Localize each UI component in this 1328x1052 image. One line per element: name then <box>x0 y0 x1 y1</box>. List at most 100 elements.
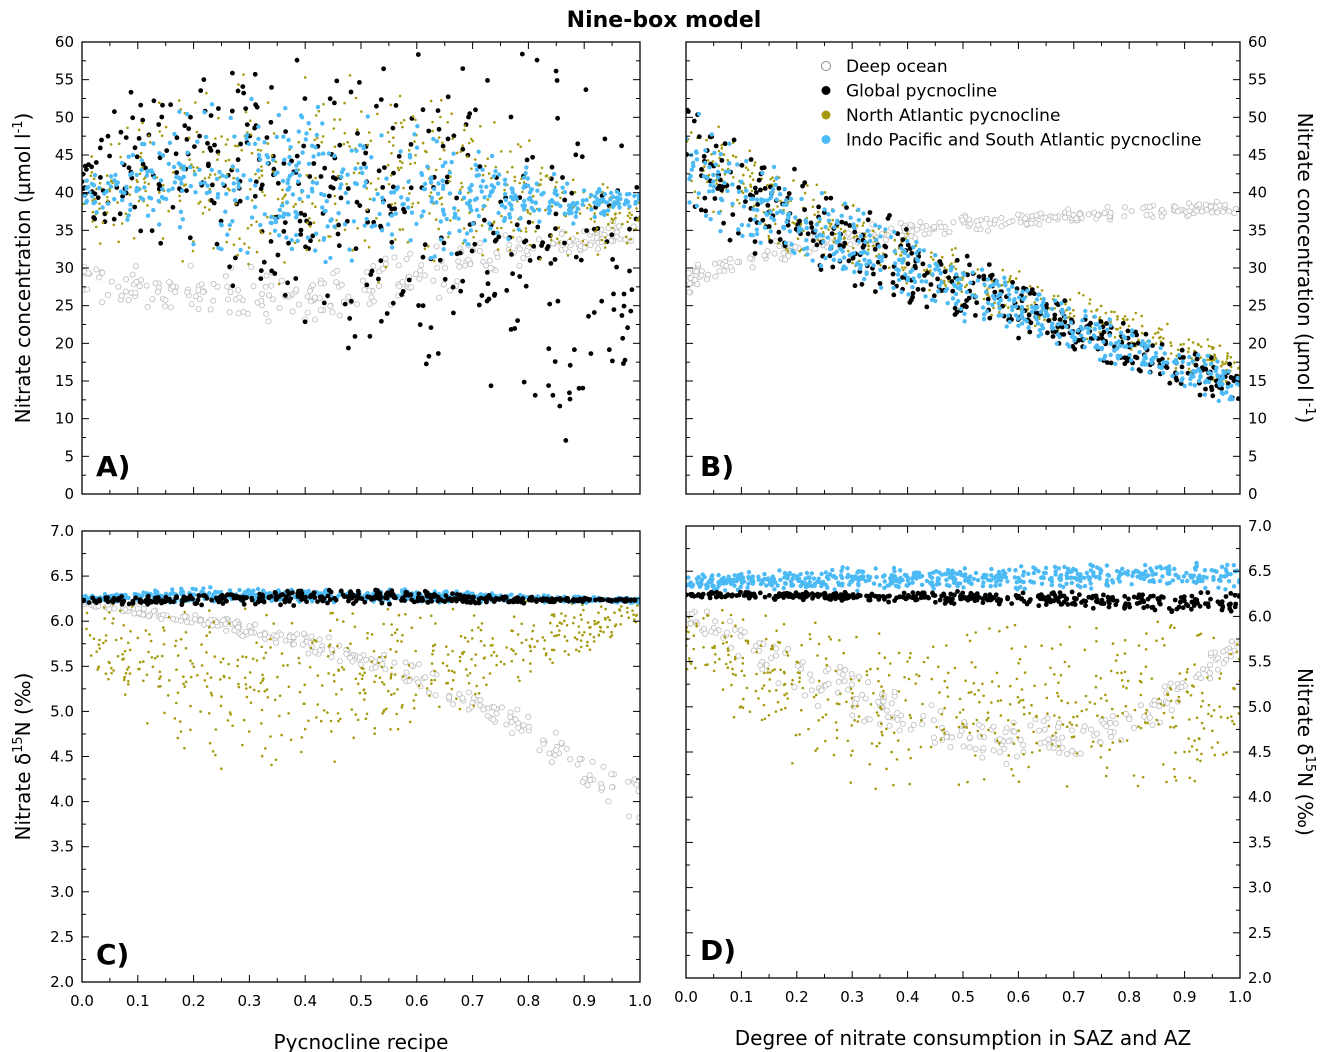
data-point-deep <box>487 264 494 271</box>
data-point-na <box>492 650 496 654</box>
data-point-ip <box>900 260 905 265</box>
data-point-na <box>241 655 244 658</box>
data-point-global <box>460 278 466 284</box>
data-point-na <box>1007 306 1010 309</box>
data-point-ip <box>163 591 169 596</box>
data-point-ip <box>868 238 873 244</box>
data-point-ip <box>551 172 557 177</box>
data-point-na <box>117 142 121 146</box>
data-point-ip <box>246 141 251 147</box>
data-point-global <box>192 144 197 150</box>
data-point-na <box>194 101 197 104</box>
data-point-global <box>530 154 535 160</box>
data-point-global <box>904 227 909 232</box>
data-point-ip <box>484 184 489 189</box>
data-point-na <box>539 172 542 175</box>
data-point-na <box>754 214 758 218</box>
data-point-na <box>560 612 563 615</box>
data-point-ip <box>1107 333 1113 338</box>
data-point-global <box>111 216 117 222</box>
data-point-na <box>195 130 199 134</box>
data-point-ip <box>1146 344 1151 349</box>
data-point-na <box>1064 302 1067 306</box>
data-point-ip <box>215 191 221 197</box>
data-point-deep <box>306 287 313 294</box>
data-point-ip <box>910 284 915 290</box>
data-point-global <box>512 326 518 331</box>
data-point-na <box>137 199 141 203</box>
data-point-deep <box>711 260 718 267</box>
data-point-global <box>117 211 123 217</box>
data-point-ip <box>1160 370 1166 376</box>
data-point-deep <box>222 621 229 628</box>
data-point-global <box>1164 365 1170 371</box>
data-point-ip <box>981 312 987 317</box>
data-point-deep <box>847 241 854 248</box>
data-point-ip <box>353 166 358 171</box>
data-point-global <box>519 51 525 57</box>
data-point-na <box>544 175 548 178</box>
data-point-ip <box>336 211 341 216</box>
data-point-na <box>254 172 257 176</box>
data-point-deep <box>434 264 441 271</box>
data-point-deep <box>576 756 583 763</box>
data-point-deep <box>445 694 452 701</box>
data-point-ip <box>575 206 580 211</box>
data-point-ip <box>1219 390 1224 395</box>
data-point-na <box>311 202 314 205</box>
data-point-ip <box>474 173 479 178</box>
data-point-deep <box>258 290 265 297</box>
data-point-ip <box>126 154 131 159</box>
data-point-deep <box>366 300 373 307</box>
data-point-deep <box>558 740 565 747</box>
data-point-na <box>280 652 284 655</box>
data-point-global <box>406 277 412 283</box>
data-point-deep <box>231 627 238 634</box>
data-point-na <box>493 121 496 124</box>
data-point-na <box>247 262 250 266</box>
data-point-ip <box>914 256 919 262</box>
data-point-deep <box>412 271 419 278</box>
data-point-ip <box>1235 376 1240 381</box>
data-point-na <box>255 220 258 223</box>
data-point-deep <box>269 296 276 303</box>
data-point-na <box>842 230 846 234</box>
data-point-ip <box>425 164 430 169</box>
data-point-na <box>316 674 320 677</box>
data-point-na <box>470 137 473 141</box>
data-point-na <box>438 197 442 200</box>
data-point-na <box>354 677 358 681</box>
data-point-na <box>205 651 208 654</box>
data-point-ip <box>792 250 797 256</box>
data-point-na <box>261 190 264 194</box>
data-point-global <box>307 174 313 179</box>
data-point-na <box>1156 331 1160 334</box>
data-point-global <box>423 361 429 367</box>
data-point-na <box>266 142 270 145</box>
data-point-ip <box>286 212 291 217</box>
data-point-ip <box>895 272 901 277</box>
data-point-na <box>453 671 456 674</box>
data-point-ip <box>441 247 446 252</box>
data-point-na <box>481 173 485 177</box>
data-point-na <box>510 659 514 663</box>
data-point-ip <box>711 172 716 178</box>
data-point-na <box>950 262 953 265</box>
data-point-ip <box>285 180 290 186</box>
y-tick-label: 40 <box>55 184 74 202</box>
data-point-ip <box>547 199 553 205</box>
data-point-ip <box>1117 343 1123 348</box>
data-point-global <box>282 292 288 298</box>
data-point-global <box>952 312 958 317</box>
data-point-na <box>242 718 246 722</box>
data-point-ip <box>1014 289 1019 295</box>
data-point-na <box>400 706 404 709</box>
data-point-ip <box>1080 318 1085 323</box>
data-point-deep <box>252 621 259 628</box>
data-point-na <box>148 633 151 636</box>
data-point-ip <box>320 205 325 210</box>
data-point-deep <box>329 309 336 316</box>
data-point-ip <box>786 215 791 221</box>
data-point-na <box>579 645 583 649</box>
data-point-ip <box>565 181 570 186</box>
